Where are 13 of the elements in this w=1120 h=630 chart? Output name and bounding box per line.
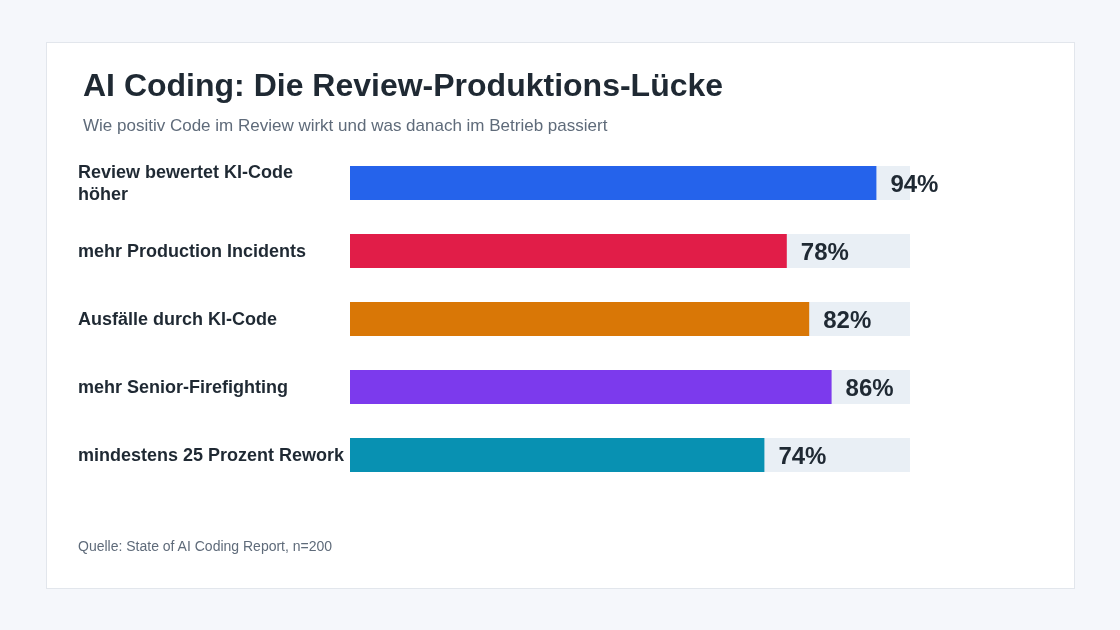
data-label: 82% [823, 305, 872, 333]
y-tick-label: mehr Production Incidents [78, 241, 307, 261]
data-label: 94% [890, 169, 939, 197]
source-note: Quelle: State of AI Coding Report, n=200 [78, 538, 333, 554]
y-tick-label: Review bewertet KI-Code höher [78, 162, 299, 204]
chart-subtitle: Wie positiv Code im Review wirkt und was danach im Betrieb passiert [83, 116, 608, 135]
y-tick-label: mehr Senior-Firefighting [78, 377, 289, 397]
chart-title: AI Coding: Die Review-Produktions-Lücke [83, 67, 724, 103]
y-tick-label: Ausfälle durch KI-Code [78, 309, 278, 329]
data-label: 86% [845, 373, 894, 401]
y-tick-label: mindestens 25 Prozent Rework [78, 445, 346, 465]
data-label: 78% [800, 237, 849, 265]
data-label: 74% [778, 441, 827, 469]
